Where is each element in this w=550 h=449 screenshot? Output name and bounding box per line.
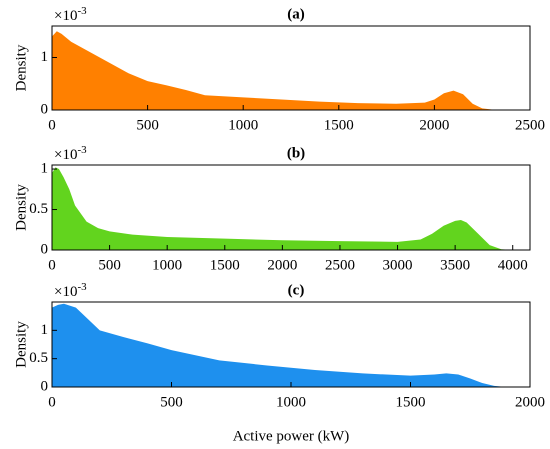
x-tick-label: 500: [98, 257, 121, 273]
x-tick-label: 3000: [383, 257, 413, 273]
x-tick-label: 2000: [267, 257, 297, 273]
x-tick-label: 1500: [210, 257, 240, 273]
x-tick-label: 1500: [396, 394, 426, 410]
axes-box: [51, 164, 531, 251]
density-area: [52, 31, 530, 110]
x-tick-label: 3500: [440, 257, 470, 273]
x-tick-label: 2000: [419, 117, 449, 133]
panel-title: (a): [287, 6, 305, 22]
y-axis-label: Density: [13, 184, 29, 231]
density-area: [52, 167, 530, 250]
y-multiplier-exponent: -3: [77, 144, 87, 156]
y-tick-label: 1: [41, 322, 49, 338]
axes-box: [51, 25, 531, 111]
x-tick-label: 1500: [324, 117, 354, 133]
y-multiplier: ×10-3: [54, 5, 87, 25]
y-tick-label: 0: [41, 241, 49, 257]
x-tick-label: 0: [48, 117, 56, 133]
y-multiplier-exponent: -3: [77, 281, 87, 293]
y-multiplier: ×10-3: [54, 281, 87, 301]
y-tick-label: 0.5: [29, 201, 48, 217]
y-multiplier-exponent: -3: [77, 5, 87, 17]
x-tick-label: 1000: [276, 394, 306, 410]
y-multiplier-base: ×10: [54, 8, 77, 24]
density-area: [52, 303, 530, 387]
x-tick-label: 2500: [325, 257, 355, 273]
x-tick-label: 500: [160, 394, 183, 410]
x-tick-label: 1000: [152, 257, 182, 273]
y-multiplier: ×10-3: [54, 144, 87, 164]
panel-title: (b): [287, 145, 305, 161]
y-tick-label: 0: [41, 378, 49, 394]
y-axis-label: Density: [13, 44, 29, 91]
x-tick-label: 0: [48, 394, 56, 410]
y-multiplier-base: ×10: [54, 284, 77, 300]
x-axis-label: Active power (kW): [233, 428, 350, 444]
x-tick-label: 2500: [515, 117, 545, 133]
x-tick-label: 1000: [228, 117, 258, 133]
y-tick-label: 1: [41, 160, 49, 176]
x-tick-label: 4000: [498, 257, 528, 273]
panel-title: (c): [288, 282, 305, 298]
y-axis-label: Density: [13, 321, 29, 368]
x-tick-label: 2000: [515, 394, 545, 410]
x-tick-label: 500: [136, 117, 159, 133]
y-multiplier-base: ×10: [54, 147, 77, 163]
y-tick-label: 0: [41, 101, 49, 117]
x-tick-label: 0: [48, 257, 56, 273]
y-tick-label: 1: [41, 49, 49, 65]
y-tick-label: 0.5: [29, 350, 48, 366]
